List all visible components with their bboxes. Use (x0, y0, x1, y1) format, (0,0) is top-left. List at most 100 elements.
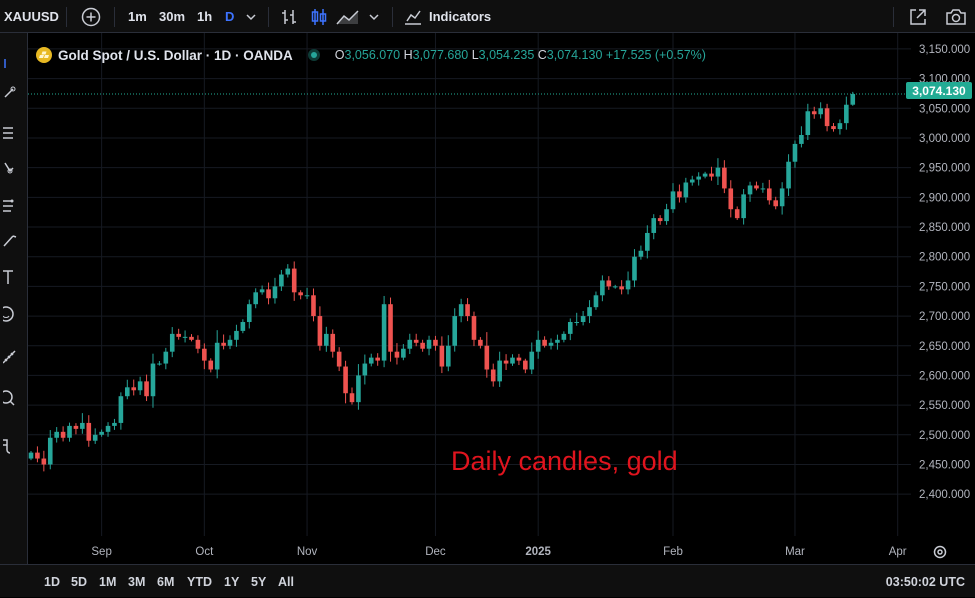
y-tick-label: 2,850.000 (919, 222, 970, 234)
range-6m-button[interactable]: 6M (157, 574, 175, 589)
y-tick-label: 2,800.000 (919, 252, 970, 264)
candle-body (182, 336, 188, 338)
candle-body (118, 396, 124, 423)
candles-style-button[interactable] (309, 0, 329, 33)
candle-body (375, 357, 380, 361)
x-tick-label: 2025 (525, 546, 551, 558)
candle-body (824, 108, 830, 127)
range-1y-button[interactable]: 1Y (224, 574, 240, 589)
candle-body (208, 360, 214, 370)
candle-body (734, 209, 740, 219)
bars-icon (282, 9, 296, 24)
area-style-button[interactable] (335, 0, 361, 33)
candle-body (677, 191, 682, 198)
candle-body (593, 295, 599, 308)
magnet-tool[interactable] (3, 437, 23, 457)
range-3m-button[interactable]: 3M (128, 574, 146, 589)
text-tool[interactable] (3, 267, 23, 287)
snapshot-button[interactable] (944, 0, 968, 33)
last-price-label: 3,074.130 (906, 82, 972, 99)
indicators-button[interactable]: Indicators (403, 0, 491, 33)
candle-body (471, 316, 477, 340)
measure-tool[interactable] (2, 347, 23, 367)
forecast-tool[interactable] (3, 196, 23, 216)
candle-body (413, 339, 419, 343)
fullscreen-button[interactable] (907, 0, 929, 33)
pattern-tool[interactable] (3, 159, 23, 179)
candle-body (638, 250, 644, 257)
y-tick-label: 2,650.000 (919, 341, 970, 353)
candle-body (362, 363, 368, 376)
candle-body (503, 360, 509, 364)
y-tick-label: 2,950.000 (919, 163, 970, 175)
interval-dropdown[interactable] (244, 0, 258, 33)
candle-body (381, 304, 387, 361)
divider (268, 7, 269, 27)
candle-body (112, 422, 117, 426)
interval-1m-button[interactable]: 1m (128, 9, 147, 24)
candle-body (73, 425, 79, 429)
candle-body (259, 289, 265, 293)
interval-d-button[interactable]: D (225, 9, 235, 24)
divider (66, 7, 67, 27)
crosshair-tool[interactable] (3, 53, 23, 73)
candle-body (41, 458, 47, 465)
candle-body (150, 363, 156, 397)
candle-body (657, 218, 663, 222)
range-5d-button[interactable]: 5D (71, 574, 87, 589)
candle-body (760, 188, 766, 190)
gear-icon (933, 545, 947, 559)
candle-body (86, 422, 92, 441)
candle-body (349, 393, 355, 403)
candle-body (805, 111, 811, 136)
candle-body (728, 188, 734, 210)
compare-symbol-button[interactable] (80, 0, 102, 33)
candle-body (465, 304, 470, 317)
candle-body (689, 179, 695, 183)
candle-body (645, 232, 650, 251)
bar-style-button[interactable] (279, 0, 299, 33)
range-1m-button[interactable]: 1M (99, 574, 117, 589)
zoom-tool[interactable] (0, 389, 23, 409)
candle-body (561, 333, 567, 340)
trendline-tool[interactable] (3, 83, 23, 103)
chevron-down-icon (369, 13, 379, 20)
candlestick-chart[interactable]: Sep Oct Nov Dec 2025 Feb Mar Apr (28, 33, 911, 564)
candle-body (125, 387, 130, 397)
candle-body (799, 135, 804, 144)
scale-settings-button[interactable] (932, 544, 948, 565)
candle-body (394, 351, 400, 358)
chart-type-dropdown[interactable] (367, 0, 381, 33)
candle-body (811, 111, 817, 115)
interval-30m-button[interactable]: 30m (159, 9, 186, 24)
candle-body (35, 452, 40, 459)
candle-body (311, 295, 316, 317)
range-5y-button[interactable]: 5Y (251, 574, 267, 589)
market-status-icon[interactable] (307, 48, 321, 62)
candle-body (741, 194, 746, 219)
fib-tool[interactable] (3, 123, 23, 143)
range-all-button[interactable]: All (278, 574, 294, 589)
utc-clock[interactable]: 03:50:02 UTC (885, 574, 965, 589)
candle-body (330, 333, 336, 352)
icons-tool[interactable] (0, 304, 23, 324)
y-tick-label: 2,600.000 (919, 370, 970, 382)
symbol-search[interactable]: XAUUSD (4, 0, 59, 33)
forecast-icon (3, 199, 14, 212)
candle-body (548, 342, 554, 346)
range-1d-button[interactable]: 1D (44, 574, 60, 589)
smiley-icon (0, 306, 14, 322)
ohlc-values: O3,056.070 H3,077.680 L3,054.235 C3,074.… (334, 48, 706, 62)
candle-body (625, 280, 631, 290)
candle-body (60, 431, 66, 438)
brush-tool[interactable] (3, 230, 23, 250)
y-tick-label: 3,150.000 (919, 44, 970, 56)
range-ytd-button[interactable]: YTD (187, 574, 212, 589)
interval-1h-button[interactable]: 1h (197, 9, 213, 24)
candle-body (317, 316, 323, 346)
price-axis[interactable]: 3,150.000 3,100.000 3,050.000 3,000.000 2,95… (911, 33, 975, 564)
candle-body (818, 108, 823, 115)
chart-pane[interactable]: Sep Oct Nov Dec 2025 Feb Mar Apr (28, 33, 911, 564)
candle-body (497, 360, 502, 382)
candle-body (388, 304, 393, 352)
